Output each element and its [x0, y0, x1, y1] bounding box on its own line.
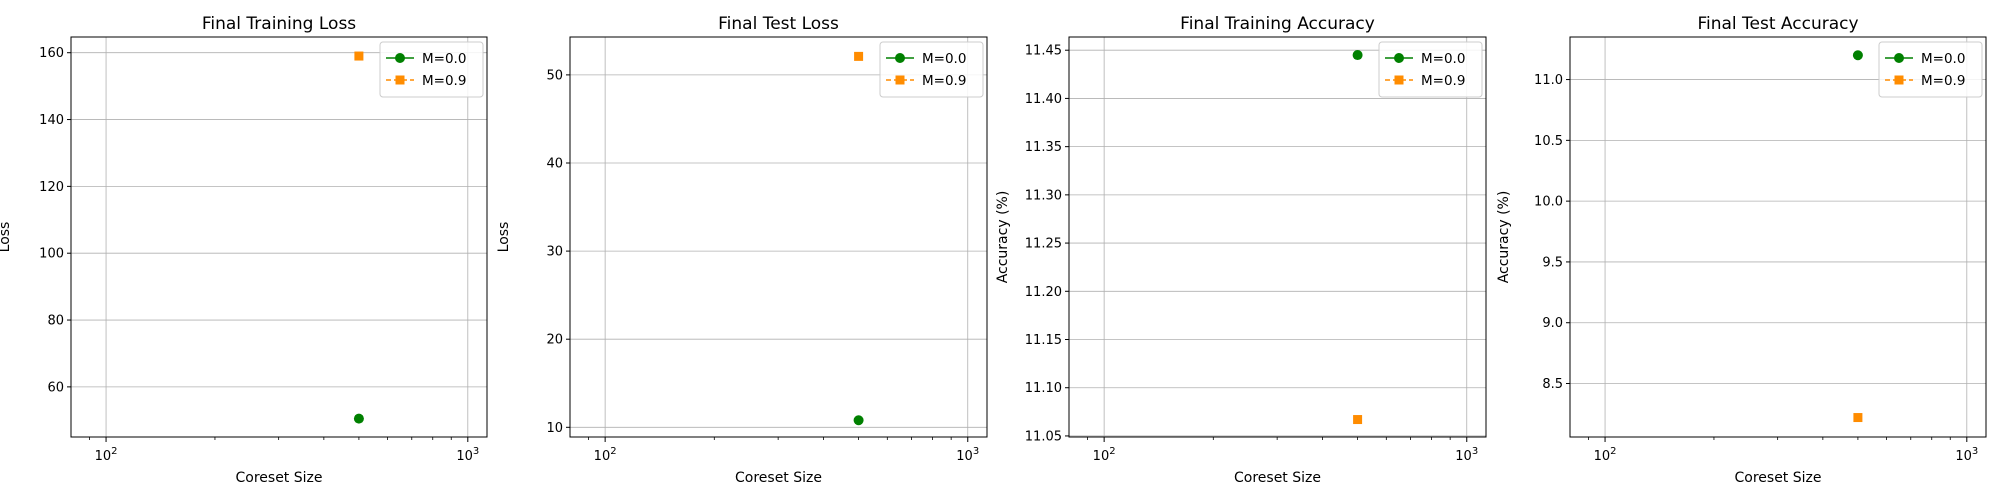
chart-panel-4: 8.5 9.0 9.5 10.0 10.5 11.0 102 103 Final Test Ac… [1496, 14, 1987, 486]
y-tick-label: 20 [546, 333, 563, 348]
y-tick-label: 80 [47, 314, 64, 329]
y-tick-label: 11.30 [1025, 188, 1062, 203]
legend-marker-square [395, 75, 405, 85]
y-tick-label: 160 [39, 46, 64, 61]
x-axis-label: Coreset Size [735, 470, 822, 486]
y-tick-label: 8.5 [1542, 377, 1563, 392]
y-tick-label: 11.35 [1025, 140, 1062, 155]
legend-marker-square [1394, 75, 1404, 85]
chart-panel-2: 10 20 30 40 50 102 103 Final Test Loss Coreset S… [496, 14, 988, 486]
legend-box [1378, 41, 1483, 98]
x-tick-label: 102 [95, 446, 118, 464]
x-tick-label: 102 [1594, 446, 1617, 464]
y-tick-label: 50 [546, 68, 563, 83]
legend-box [1878, 41, 1983, 98]
legend-label: M=0.9 [1921, 73, 1965, 89]
x-tick-label: 102 [594, 446, 617, 464]
y-tick-label: 60 [47, 380, 64, 395]
x-tick-label: 102 [1093, 446, 1116, 464]
chart-title: Final Training Accuracy [1180, 14, 1375, 34]
data-point-square [854, 51, 864, 61]
x-tick-label: 103 [956, 446, 979, 464]
legend-label: M=0.0 [922, 51, 966, 67]
y-tick-label: 11.40 [1025, 92, 1062, 107]
legend-label: M=0.0 [1421, 51, 1465, 67]
y-tick-label: 9.5 [1542, 255, 1563, 270]
legend-marker-circle [395, 53, 405, 63]
x-axis-label: Coreset Size [1735, 470, 1822, 486]
chart-title: Final Test Loss [718, 14, 839, 34]
y-tick-label: 11.25 [1025, 237, 1062, 252]
y-axis-label: Loss [496, 222, 512, 253]
y-tick-label: 11.45 [1025, 44, 1062, 59]
legend-marker-circle [1894, 53, 1904, 63]
data-point-circle [1852, 50, 1863, 61]
y-tick-label: 11.20 [1025, 285, 1062, 300]
data-point-circle [853, 415, 864, 426]
legend-marker-square [1894, 75, 1904, 85]
y-tick-label: 11.05 [1025, 429, 1062, 444]
y-tick-label: 140 [39, 113, 64, 128]
legend-label: M=0.9 [1421, 73, 1465, 89]
y-tick-label: 10.0 [1534, 195, 1563, 210]
legend-label: M=0.0 [1921, 51, 1965, 67]
x-tick-label: 103 [456, 446, 479, 464]
y-axis-label: Loss [0, 222, 13, 253]
y-tick-label: 40 [546, 156, 563, 171]
y-tick-label: 9.0 [1542, 316, 1563, 331]
chart-panel-1: 60 80 100 120 140 160 102 103 Final Training Los… [0, 14, 488, 486]
chart-title: Final Training Loss [202, 14, 356, 34]
legend-label: M=0.0 [422, 51, 466, 67]
chart-title: Final Test Accuracy [1697, 14, 1858, 34]
x-axis-label: Coreset Size [1234, 470, 1321, 486]
data-point-square [1853, 413, 1863, 423]
x-tick-label: 103 [1955, 446, 1978, 464]
y-tick-label: 30 [546, 245, 563, 260]
legend-box [379, 41, 484, 98]
data-point-circle [1352, 50, 1363, 61]
legend-marker-circle [1394, 53, 1404, 63]
legend-label: M=0.9 [422, 73, 466, 89]
legend-marker-circle [895, 53, 905, 63]
y-tick-label: 120 [39, 180, 64, 195]
data-point-square [1353, 415, 1363, 425]
y-tick-label: 11.0 [1534, 73, 1563, 88]
data-point-square [354, 51, 364, 61]
y-axis-label: Accuracy (%) [995, 191, 1011, 284]
legend-marker-square [895, 75, 905, 85]
x-tick-label: 103 [1455, 446, 1478, 464]
legend-box [879, 41, 984, 98]
y-tick-label: 10 [546, 421, 563, 436]
data-point-circle [353, 413, 364, 424]
y-axis-label: Accuracy (%) [1496, 191, 1512, 284]
chart-panel-3: 11.05 11.10 11.15 11.20 11.25 11.30 11.35 11.40… [995, 14, 1487, 486]
y-tick-label: 100 [39, 247, 64, 262]
x-axis-label: Coreset Size [236, 470, 323, 486]
y-tick-label: 10.5 [1534, 134, 1563, 149]
y-tick-label: 11.10 [1025, 381, 1062, 396]
legend-label: M=0.9 [922, 73, 966, 89]
y-tick-label: 11.15 [1025, 333, 1062, 348]
